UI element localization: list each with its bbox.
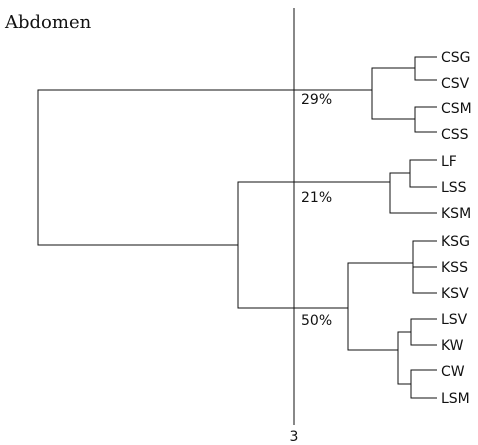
branch-lower-cluster (347, 262, 413, 351)
cut-axis-label: 3 (290, 429, 299, 445)
dendrogram-branches (37, 56, 437, 399)
branch-ksg-kss (412, 240, 437, 268)
leaf-label: KW (441, 338, 464, 354)
leaf-label: KSG (441, 234, 470, 250)
branch-csm-css (414, 106, 437, 133)
leaf-label: LSV (441, 312, 468, 328)
branch-csg-csv (414, 56, 437, 81)
cluster-label-21: 21% (301, 190, 332, 206)
leaf-labels: CSG CSV CSM CSS LF LSS KSM KSG KSS KSV L… (441, 50, 472, 407)
figure-title: Abdomen (4, 12, 92, 33)
leaf-label: KSV (441, 286, 469, 302)
branch-root (37, 89, 372, 246)
leaf-label: CSG (441, 50, 471, 66)
leaf-label: KSS (441, 260, 468, 276)
leaf-label: CSS (441, 127, 469, 143)
cluster-label-50: 50% (301, 313, 332, 329)
leaf-label: KSM (441, 206, 471, 222)
leaf-label: CSM (441, 101, 472, 117)
branch-k-ksv (412, 263, 437, 294)
leaf-label: CW (441, 364, 465, 380)
leaf-label: LSM (441, 391, 470, 407)
branch-lsv-lsm-group (397, 331, 411, 385)
branch-l-ksm (389, 172, 437, 214)
branch-c-cluster (371, 67, 415, 120)
cluster-label-29: 29% (301, 92, 332, 108)
leaf-label: LSS (441, 180, 467, 196)
branch-cw-lsm (410, 369, 437, 399)
leaf-label: CSV (441, 76, 470, 92)
branch-lf-lss (409, 159, 437, 188)
branch-lsv-kw (410, 318, 437, 346)
leaf-label: LF (441, 154, 457, 170)
